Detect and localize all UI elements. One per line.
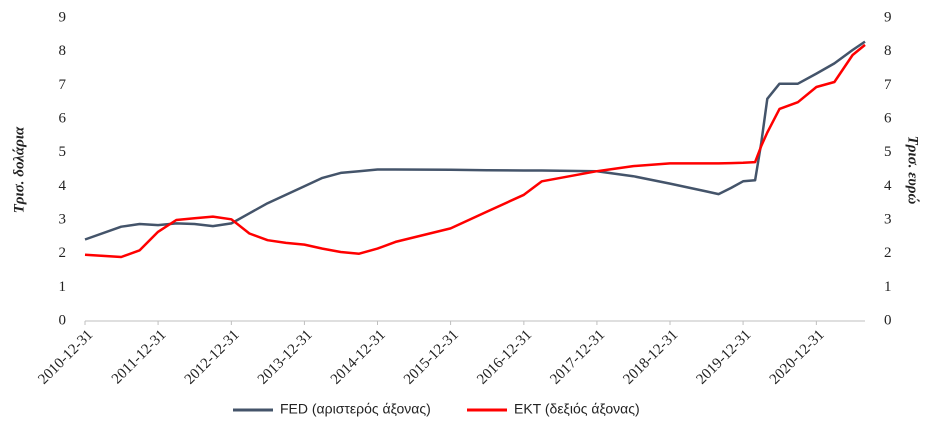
x-tick-label: 2019-12-31 — [694, 327, 755, 388]
x-tick-label: 2016-12-31 — [474, 327, 535, 388]
y2-tick-label: 1 — [884, 279, 892, 295]
y-tick-label: 7 — [59, 77, 67, 93]
y-axis-title: Τρισ. δολάρια — [11, 126, 27, 213]
x-tick-label: 2015-12-31 — [401, 327, 462, 388]
x-tick-label: 2011-12-31 — [109, 327, 169, 387]
x-tick-label: 2012-12-31 — [182, 327, 243, 388]
x-tick-label: 2014-12-31 — [328, 327, 389, 388]
x-tick-label: 2020-12-31 — [767, 327, 828, 388]
series-line — [84, 40, 866, 241]
legend-label: FED (αριστερός άξονας) — [280, 401, 431, 417]
y2-tick-label: 8 — [884, 43, 892, 59]
y-tick-label: 5 — [59, 144, 67, 160]
series-line — [84, 43, 866, 259]
x-tick-label: 2018-12-31 — [620, 327, 681, 388]
y-tick-label: 2 — [59, 245, 67, 261]
y2-tick-label: 2 — [884, 245, 892, 261]
x-tick-label: 2017-12-31 — [547, 327, 608, 388]
legend-label: ΕΚΤ (δεξιός άξονας) — [514, 401, 640, 417]
x-tick-label: 2010-12-31 — [35, 327, 96, 388]
y-tick-label: 1 — [59, 279, 67, 295]
y2-axis-title: Τρισ. ευρώ — [905, 136, 921, 205]
y-tick-label: 0 — [59, 312, 67, 328]
y2-tick-label: 7 — [884, 77, 892, 93]
y2-tick-label: 0 — [884, 312, 892, 328]
y2-tick-label: 6 — [884, 110, 892, 126]
y-tick-label: 4 — [59, 178, 67, 194]
y-tick-label: 6 — [59, 110, 67, 126]
y-tick-label: 8 — [59, 43, 67, 59]
y2-tick-label: 5 — [884, 144, 892, 160]
y-tick-label: 3 — [59, 211, 67, 227]
y2-tick-label: 4 — [884, 178, 892, 194]
y-tick-label: 9 — [59, 9, 67, 25]
y2-tick-label: 3 — [884, 211, 892, 227]
x-tick-label: 2013-12-31 — [255, 327, 316, 388]
y2-tick-label: 9 — [884, 9, 892, 25]
